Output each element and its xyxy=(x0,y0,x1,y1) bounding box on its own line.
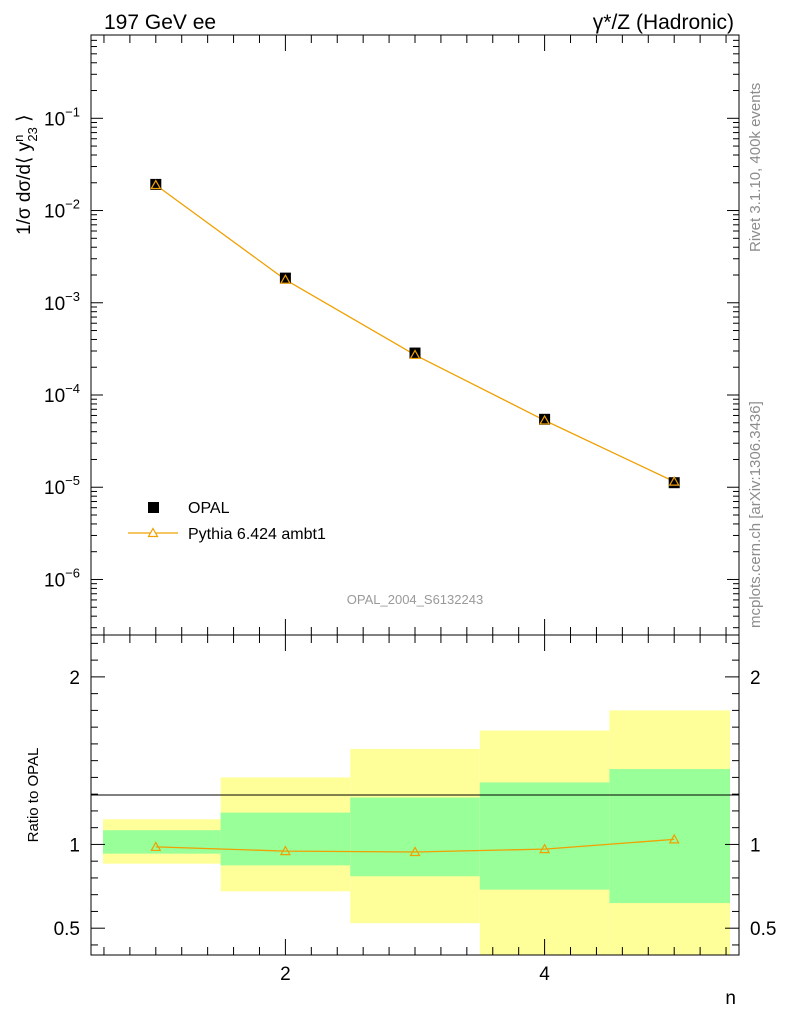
main-ytick-label: 10−2 xyxy=(44,197,80,223)
mc-points xyxy=(150,179,680,486)
ratio-ytick-label-right: 1 xyxy=(750,835,761,856)
legend: OPAL Pythia 6.424 ambt1 xyxy=(128,500,326,543)
x-axis-label: n xyxy=(725,988,736,1009)
data-point xyxy=(150,178,162,190)
x-tick-label: 2 xyxy=(280,964,291,985)
main-ylabel: 1/σ dσ/d⟨ yn23 ⟩ xyxy=(11,114,40,235)
legend-mc-marker xyxy=(147,527,159,538)
ratio-plot-frame xyxy=(90,634,740,956)
ratio-point xyxy=(668,833,680,844)
mc-point xyxy=(539,414,551,425)
mc-point xyxy=(150,179,162,190)
ratio-panel: 2 4 0.5 0.5 1 1 2 2 Ratio to OPAL n xyxy=(25,634,776,1009)
uncertainty-bands xyxy=(103,710,730,955)
ratio-ytick-label: 2 xyxy=(69,668,80,689)
rivet-version-text: Rivet 3.1.10, 400k events xyxy=(747,83,764,252)
main-plot-frame xyxy=(90,34,740,636)
ratio-point xyxy=(539,843,551,854)
ratio-ytick-label: 0.5 xyxy=(54,919,80,940)
band-inner xyxy=(350,797,480,877)
x-tick-label: 4 xyxy=(539,964,550,985)
band-inner xyxy=(103,830,221,854)
source-text: mcplots.cern.ch [arXiv:1306.3436] xyxy=(747,401,764,628)
mc-point xyxy=(279,273,291,284)
header-right: γ*/Z (Hadronic) xyxy=(593,11,734,34)
ratio-ytick-label-right: 2 xyxy=(750,668,761,689)
data-point xyxy=(279,272,291,284)
legend-data-label: OPAL xyxy=(188,500,230,517)
data-points xyxy=(150,178,680,489)
ratio-points xyxy=(150,833,680,857)
ratio-point xyxy=(409,846,421,857)
mc-series-line xyxy=(155,184,675,483)
main-ytick-label: 10−3 xyxy=(44,289,80,315)
legend-mc-label: Pythia 6.424 ambt1 xyxy=(188,526,326,543)
main-ytick-label: 10−1 xyxy=(44,104,80,130)
main-ytick-label: 10−6 xyxy=(44,565,80,591)
band-inner xyxy=(479,782,610,890)
mc-point xyxy=(668,475,680,486)
mc-point xyxy=(409,349,421,360)
data-point xyxy=(539,413,551,425)
data-point xyxy=(668,477,680,489)
main-ytick-label: 10−4 xyxy=(44,381,80,407)
ratio-ytick-label-right: 0.5 xyxy=(750,919,776,940)
ratio-point xyxy=(279,845,291,856)
main-ticks: 10−6 10−5 10−4 10−3 10−2 10−1 xyxy=(44,34,739,635)
main-ytick-label: 10−5 xyxy=(44,473,80,499)
analysis-id: OPAL_2004_S6132243 xyxy=(347,592,483,607)
main-panel: 10−6 10−5 10−4 10−3 10−2 10−1 OPAL_2004_S6132… xyxy=(11,34,740,636)
ratio-series-line xyxy=(155,838,675,853)
header-left: 197 GeV ee xyxy=(104,11,216,34)
data-point xyxy=(409,347,421,359)
ratio-ticks: 2 4 0.5 0.5 1 1 2 2 xyxy=(54,635,776,985)
svg-text:1/σ dσ/d⟨ yn23 ⟩: 1/σ dσ/d⟨ yn23 ⟩ xyxy=(11,114,40,235)
legend-data-marker xyxy=(148,502,159,513)
ratio-point xyxy=(150,841,162,852)
band-inner xyxy=(220,812,351,866)
ratio-ytick-label: 1 xyxy=(69,835,80,856)
ratio-ylabel: Ratio to OPAL xyxy=(25,748,42,843)
band-inner xyxy=(609,769,730,904)
